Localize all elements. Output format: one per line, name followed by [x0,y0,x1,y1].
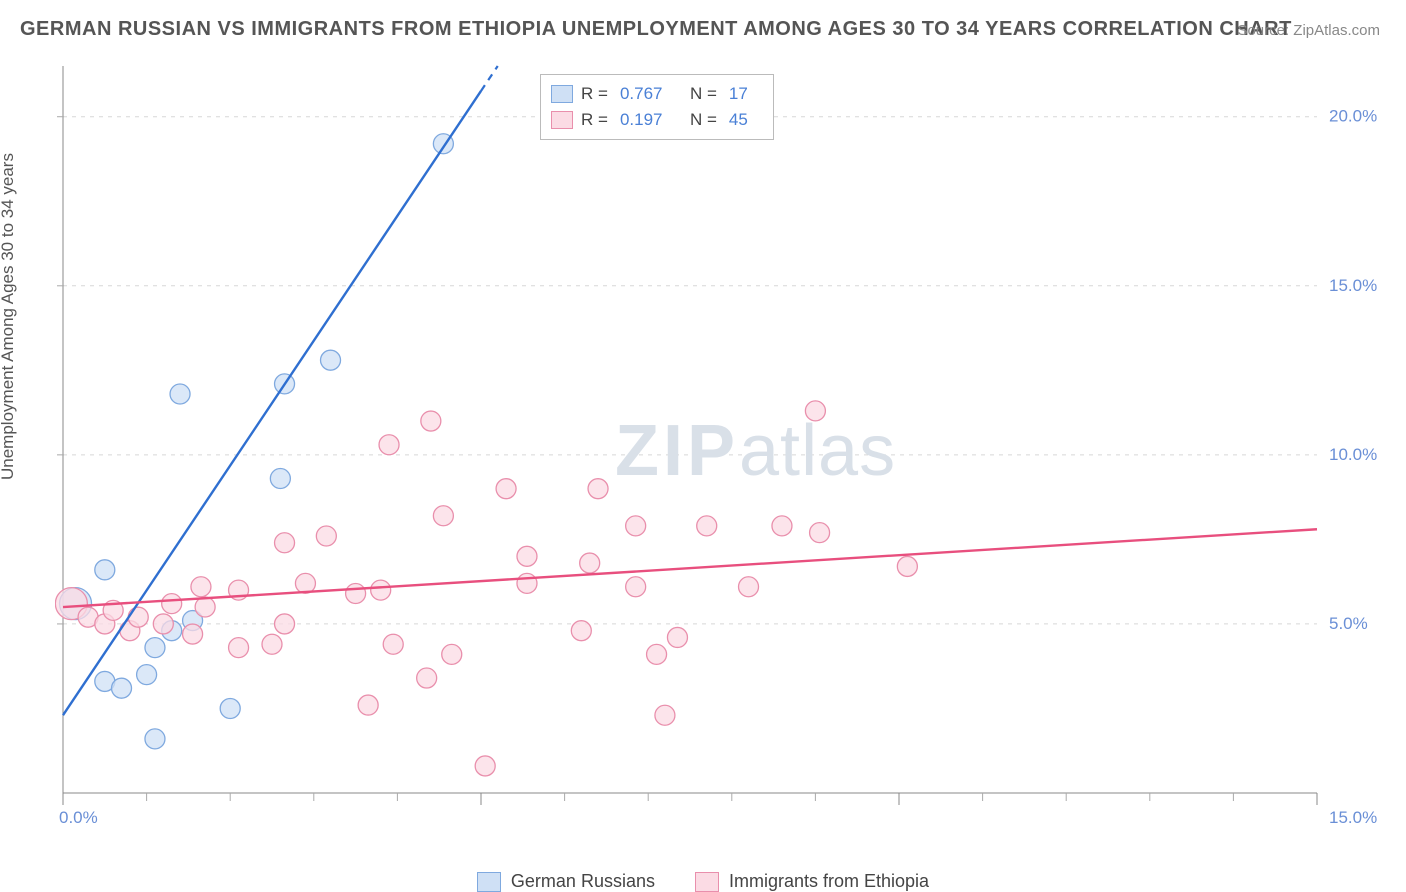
data-point-german_russians [112,678,132,698]
data-point-ethiopia [316,526,336,546]
data-point-ethiopia [580,553,600,573]
data-point-ethiopia [475,756,495,776]
legend-stat-row-ethiopia: R = 0.197 N = 45 [551,107,759,133]
data-point-german_russians [145,729,165,749]
data-point-ethiopia [626,516,646,536]
data-point-ethiopia [379,435,399,455]
data-point-ethiopia [739,577,759,597]
legend-n-value: 45 [729,110,759,130]
chart-container: GERMAN RUSSIAN VS IMMIGRANTS FROM ETHIOP… [0,0,1406,892]
data-point-ethiopia [153,614,173,634]
data-point-ethiopia [442,644,462,664]
legend-n-value: 17 [729,84,759,104]
y-tick-label: 15.0% [1329,276,1377,295]
data-point-ethiopia [346,583,366,603]
data-point-ethiopia [517,546,537,566]
y-tick-label: 20.0% [1329,107,1377,126]
legend-r-label: R = [581,84,608,104]
legend-stat-row-german_russians: R = 0.767 N = 17 [551,81,759,107]
svg-text:0.0%: 0.0% [59,808,98,827]
legend-label: German Russians [511,871,655,892]
data-point-ethiopia [371,580,391,600]
data-point-ethiopia [517,573,537,593]
scatter-plot-svg: 5.0% 10.0% 15.0% 20.0% 0.0% 15.0% [55,60,1385,835]
data-point-german_russians [95,560,115,580]
legend-n-label: N = [690,84,717,104]
data-point-ethiopia [588,479,608,499]
data-point-ethiopia [262,634,282,654]
plot-area: 5.0%10.0%15.0%20.0%0.0%15.0% ZIPatlas R … [55,60,1385,835]
svg-text:15.0%: 15.0% [1329,808,1377,827]
data-point-ethiopia [191,577,211,597]
data-point-ethiopia [667,627,687,647]
data-point-ethiopia [571,621,591,641]
y-axis-label: Unemployment Among Ages 30 to 34 years [0,153,18,480]
data-point-ethiopia [417,668,437,688]
legend-swatch-german_russians [477,872,501,892]
data-point-ethiopia [183,624,203,644]
data-point-ethiopia [229,638,249,658]
legend-swatch-german_russians [551,85,573,103]
legend-item-german_russians: German Russians [477,871,655,892]
legend-stats-box: R = 0.767 N = 17 R = 0.197 N = 45 [540,74,774,140]
data-point-ethiopia [647,644,667,664]
data-point-ethiopia [496,479,516,499]
data-point-ethiopia [275,614,295,634]
data-point-ethiopia [772,516,792,536]
legend-n-label: N = [690,110,717,130]
legend-r-label: R = [581,110,608,130]
data-point-ethiopia [897,556,917,576]
legend-r-value: 0.197 [620,110,672,130]
data-point-ethiopia [162,594,182,614]
legend-swatch-ethiopia [551,111,573,129]
chart-title: GERMAN RUSSIAN VS IMMIGRANTS FROM ETHIOP… [20,18,1292,41]
data-point-ethiopia [626,577,646,597]
data-point-german_russians [170,384,190,404]
data-point-ethiopia [358,695,378,715]
source-attribution: Source: ZipAtlas.com [1237,22,1380,39]
legend-r-value: 0.767 [620,84,672,104]
data-point-ethiopia [275,533,295,553]
data-point-ethiopia [383,634,403,654]
data-point-german_russians [270,469,290,489]
data-point-ethiopia [697,516,717,536]
data-point-german_russians [321,350,341,370]
legend-item-ethiopia: Immigrants from Ethiopia [695,871,929,892]
data-point-german_russians [137,665,157,685]
data-point-ethiopia [433,506,453,526]
data-point-ethiopia [655,705,675,725]
data-point-ethiopia [810,523,830,543]
legend-swatch-ethiopia [695,872,719,892]
y-tick-label: 5.0% [1329,614,1368,633]
data-point-german_russians [145,638,165,658]
data-point-german_russians [220,698,240,718]
data-point-ethiopia [128,607,148,627]
y-tick-label: 10.0% [1329,445,1377,464]
data-point-ethiopia [805,401,825,421]
legend-series: German Russians Immigrants from Ethiopia [0,871,1406,892]
chart-wrap: Unemployment Among Ages 30 to 34 years 5… [0,50,1406,892]
data-point-ethiopia [195,597,215,617]
data-point-ethiopia [421,411,441,431]
legend-label: Immigrants from Ethiopia [729,871,929,892]
